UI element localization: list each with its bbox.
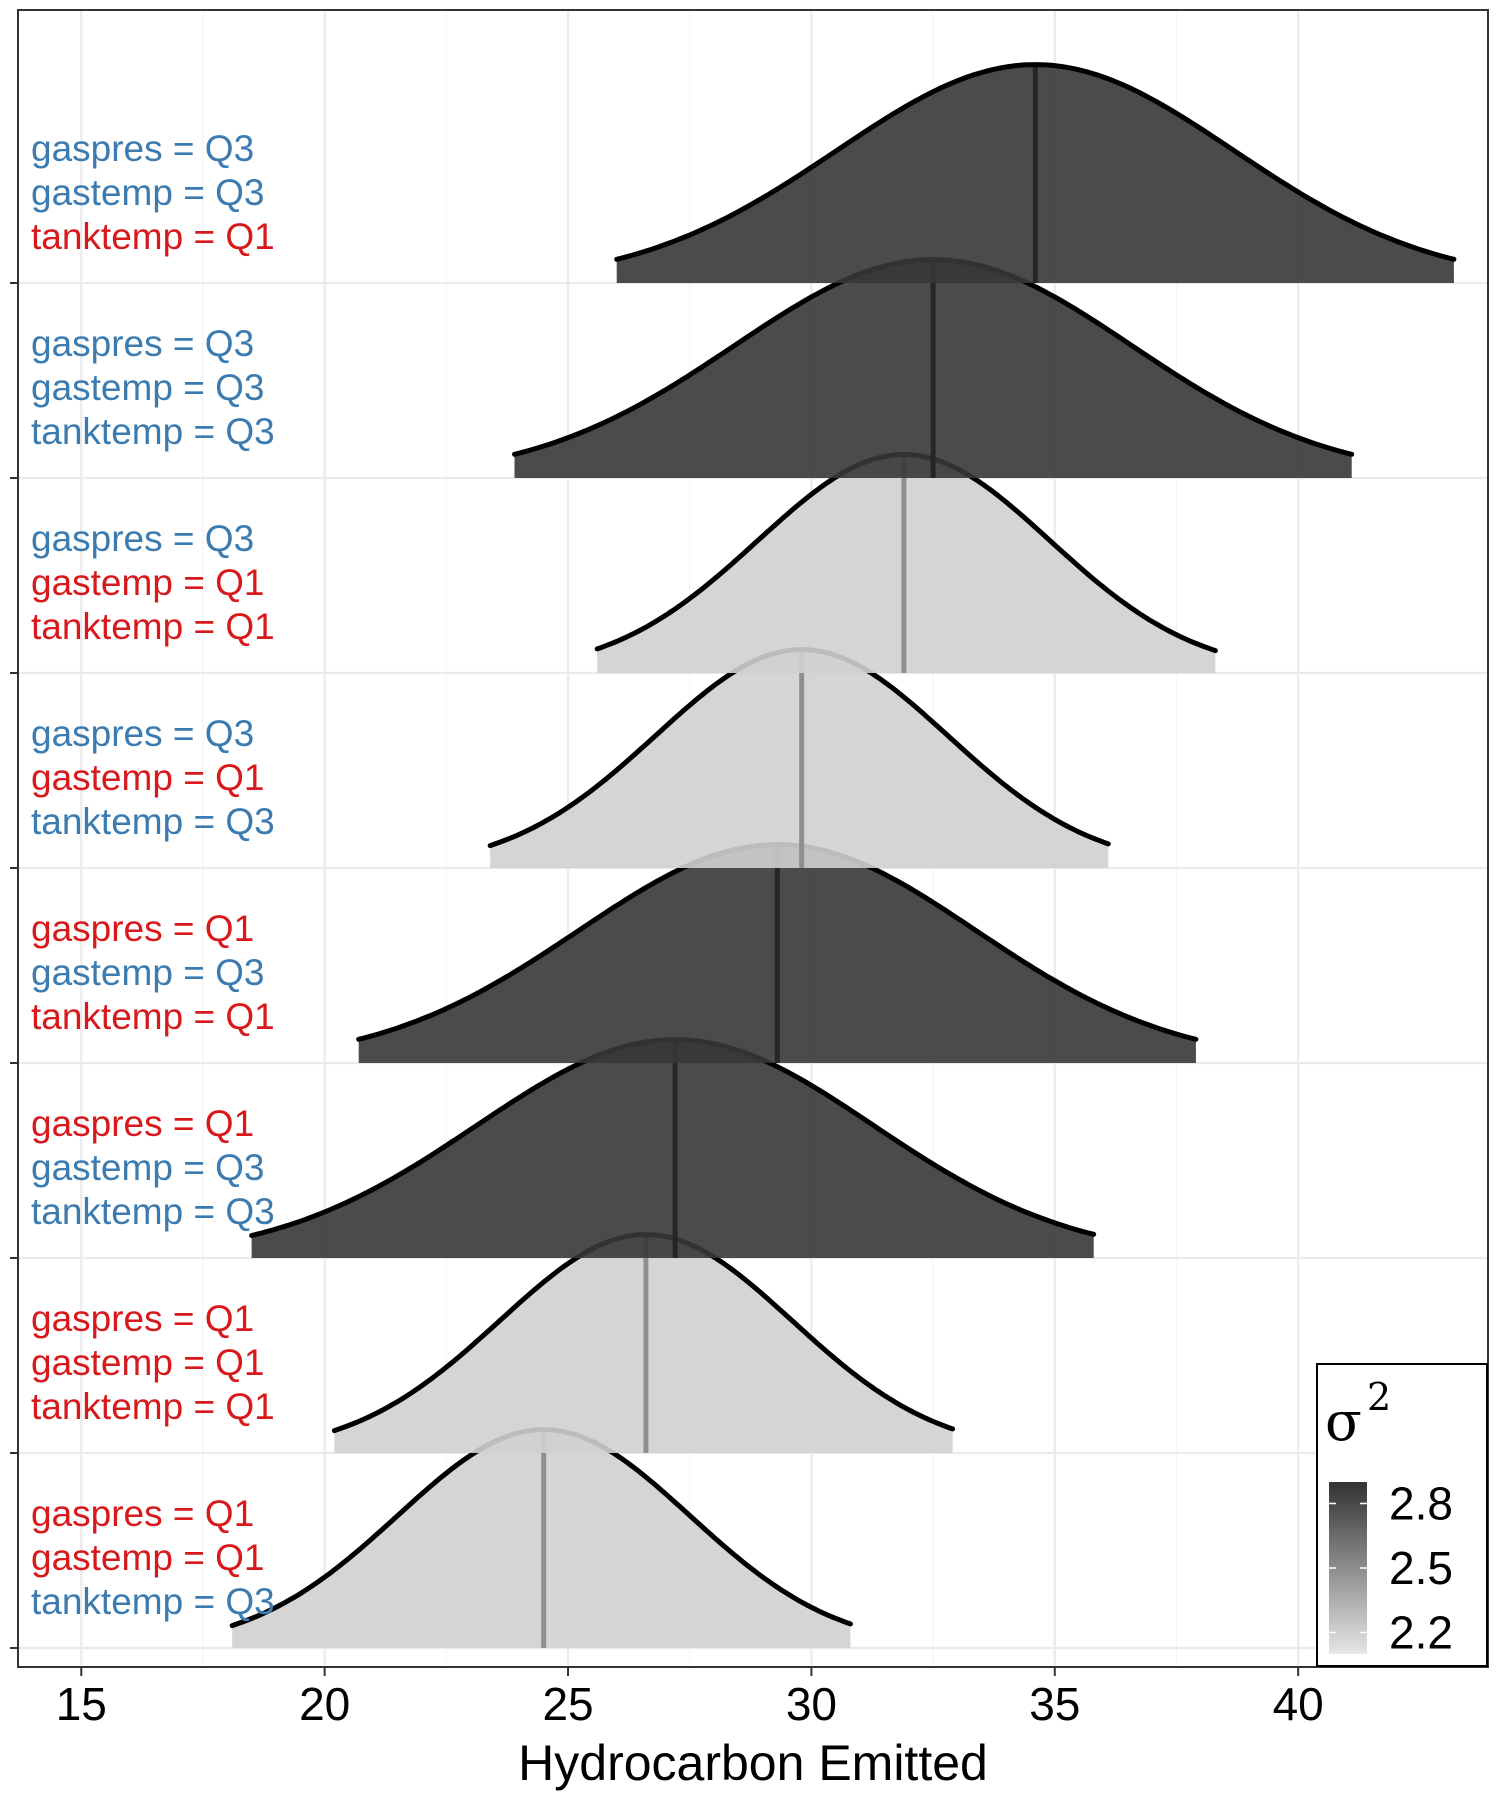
x-tick-label: 15 (56, 1678, 107, 1730)
condition-label: tanktemp = Q3 (31, 801, 275, 842)
legend-title: σ (1325, 1390, 1362, 1453)
ridge-group (512, 257, 1355, 478)
condition-label: gaspres = Q1 (31, 1298, 254, 1339)
condition-label: gastemp = Q3 (31, 367, 264, 408)
condition-label: gaspres = Q3 (31, 323, 254, 364)
condition-label: gastemp = Q3 (31, 172, 264, 213)
legend-break-label: 2.5 (1389, 1542, 1453, 1594)
legend-title-superscript: 2 (1367, 1375, 1391, 1419)
x-tick-label: 20 (299, 1678, 350, 1730)
condition-label: gastemp = Q1 (31, 1342, 264, 1383)
legend-break-label: 2.2 (1389, 1607, 1453, 1659)
condition-label: gastemp = Q3 (31, 952, 264, 993)
axis-layer: 15 20 25 30 35 40 Hydrocarbon Emitted (10, 9, 1489, 1791)
condition-label: gaspres = Q1 (31, 1493, 254, 1534)
condition-label: gaspres = Q3 (31, 518, 254, 559)
ridge-group (614, 62, 1457, 283)
legend-break-label: 2.8 (1389, 1478, 1453, 1530)
condition-label: gaspres = Q3 (31, 128, 254, 169)
ridge-group (249, 1037, 1097, 1258)
condition-label: tanktemp = Q1 (31, 216, 275, 257)
condition-label: gaspres = Q3 (31, 713, 254, 754)
condition-label: tanktemp = Q1 (31, 996, 275, 1037)
condition-label: tanktemp = Q3 (31, 1581, 275, 1622)
x-tick-label: 30 (786, 1678, 837, 1730)
condition-label: gaspres = Q1 (31, 908, 254, 949)
density-curve (614, 62, 1457, 262)
condition-label: gastemp = Q1 (31, 1537, 264, 1578)
ridge-group (356, 842, 1199, 1063)
x-tick-label: 40 (1273, 1678, 1324, 1730)
ridge-layer (229, 62, 1457, 1648)
condition-label: tanktemp = Q1 (31, 1386, 275, 1427)
condition-label: tanktemp = Q3 (31, 1191, 275, 1232)
condition-label: gastemp = Q1 (31, 757, 264, 798)
panel-border (17, 9, 1489, 1668)
ridge-group (487, 647, 1111, 868)
condition-label: tanktemp = Q3 (31, 411, 275, 452)
x-tick-label: 35 (1029, 1678, 1080, 1730)
condition-label: gastemp = Q3 (31, 1147, 264, 1188)
x-tick-label: 25 (542, 1678, 593, 1730)
x-axis-title: Hydrocarbon Emitted (518, 1735, 988, 1791)
condition-label: gaspres = Q1 (31, 1103, 254, 1144)
legend: σ 2 2.8 2.5 2.2 (1316, 1363, 1488, 1667)
condition-label: tanktemp = Q1 (31, 606, 275, 647)
condition-label: gastemp = Q1 (31, 562, 264, 603)
ridge-group (331, 1232, 956, 1453)
